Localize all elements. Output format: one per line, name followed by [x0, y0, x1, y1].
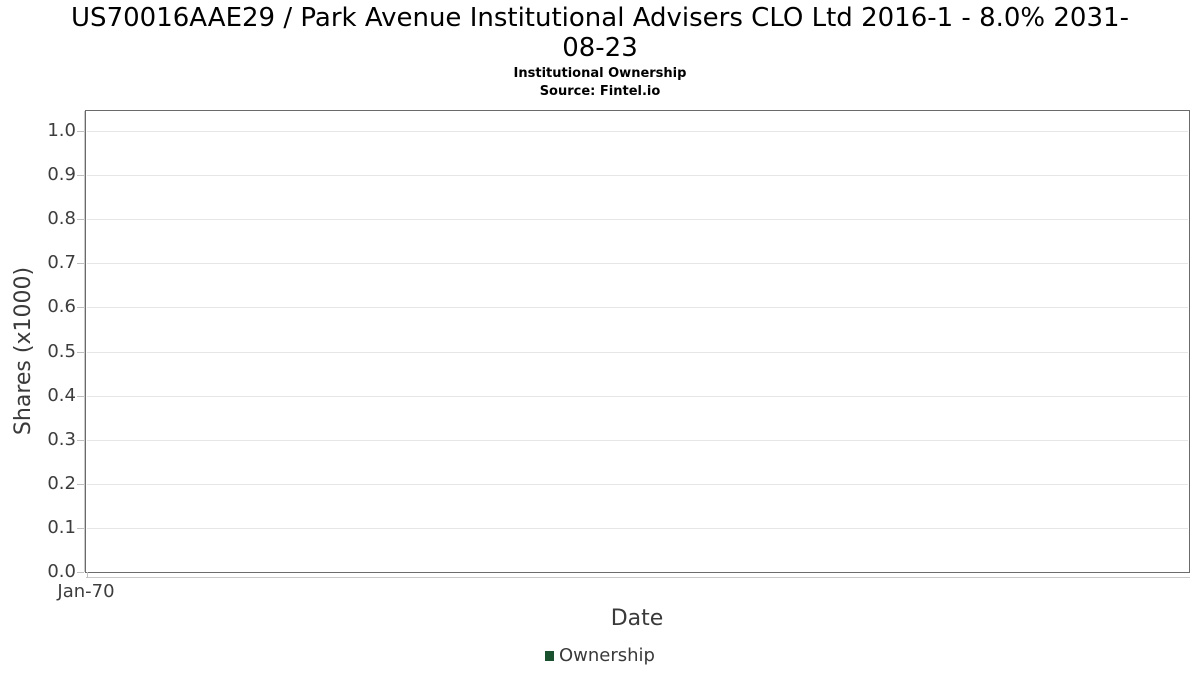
- y-tick-mark: [77, 219, 84, 220]
- x-axis-title: Date: [610, 606, 664, 631]
- gridline-y-0.6: [87, 307, 1188, 308]
- y-tick-mark: [77, 440, 84, 441]
- gridline-y-1.0: [87, 131, 1188, 132]
- y-tick-label-0.1: 0.1: [47, 517, 76, 538]
- y-tick-mark: [77, 484, 84, 485]
- chart-source: Source: Fintel.io: [539, 84, 661, 99]
- legend-item-ownership[interactable]: Ownership: [545, 645, 655, 666]
- y-axis-line: [84, 111, 85, 572]
- y-tick-label-1.0: 1.0: [47, 120, 76, 141]
- y-tick-mark: [77, 263, 84, 264]
- gridline-y-0.7: [87, 263, 1188, 264]
- gridline-y-0.2: [87, 484, 1188, 485]
- y-tick-mark: [77, 307, 84, 308]
- chart-subtitle: Institutional Ownership: [513, 66, 687, 81]
- y-tick-mark: [77, 528, 84, 529]
- ownership-legend-label: Ownership: [559, 645, 655, 666]
- y-tick-label-0.8: 0.8: [47, 208, 76, 229]
- ownership-legend-swatch-icon: [545, 650, 554, 661]
- gridline-y-0.9: [87, 175, 1188, 176]
- x-tick-label-Jan-70: Jan-70: [57, 581, 115, 602]
- legend: Ownership: [0, 645, 1200, 666]
- y-tick-mark: [77, 352, 84, 353]
- y-tick-mark: [77, 175, 84, 176]
- y-tick-label-0.6: 0.6: [47, 296, 76, 317]
- x-axis-line: [86, 577, 1190, 578]
- gridline-y-0.8: [87, 219, 1188, 220]
- gridline-y-0.3: [87, 440, 1188, 441]
- y-tick-label-0.0: 0.0: [47, 561, 76, 582]
- y-tick-mark: [77, 572, 84, 573]
- y-tick-label-0.4: 0.4: [47, 385, 76, 406]
- plot-area: [85, 110, 1190, 573]
- gridline-y-0.4: [87, 396, 1188, 397]
- x-tick-mark: [87, 572, 88, 578]
- y-tick-mark: [77, 396, 84, 397]
- y-tick-label-0.2: 0.2: [47, 473, 76, 494]
- y-tick-label-0.9: 0.9: [47, 164, 76, 185]
- y-tick-mark: [77, 131, 84, 132]
- gridline-y-0.1: [87, 528, 1188, 529]
- y-tick-label-0.3: 0.3: [47, 429, 76, 450]
- chart-title-line-2: 08-23: [562, 33, 638, 63]
- y-tick-label-0.5: 0.5: [47, 341, 76, 362]
- gridline-y-0.5: [87, 352, 1188, 353]
- chart-title-line-1: US70016AAE29 / Park Avenue Institutional…: [71, 3, 1129, 33]
- y-tick-label-0.7: 0.7: [47, 252, 76, 273]
